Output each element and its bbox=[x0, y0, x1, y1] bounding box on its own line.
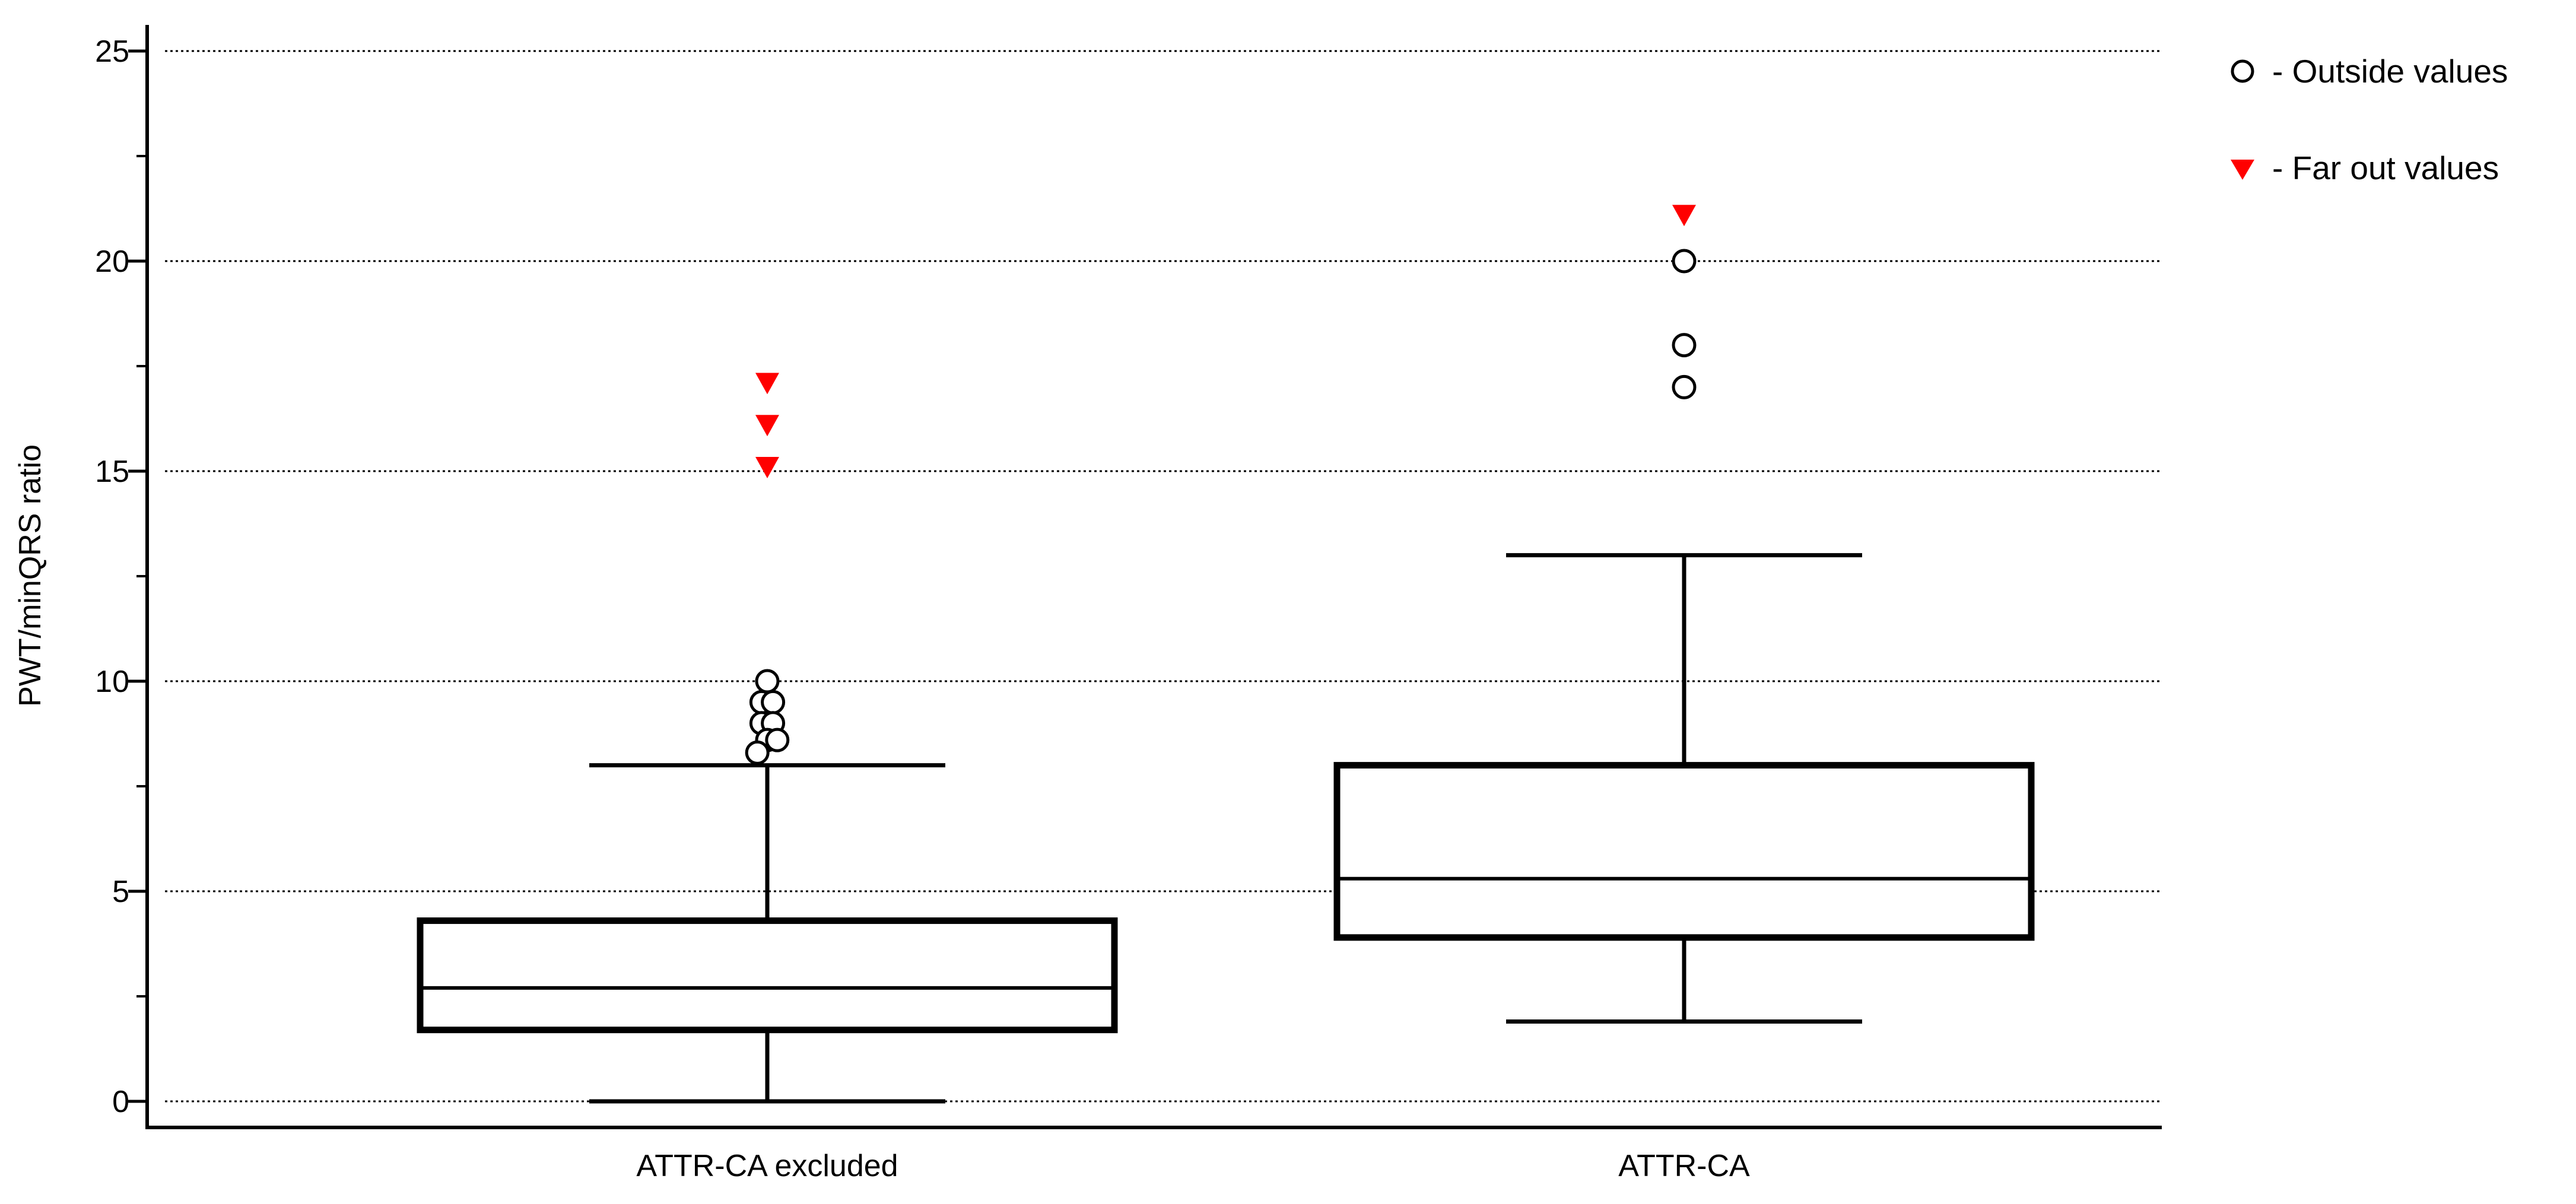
far-out-value-point bbox=[755, 415, 779, 437]
box-1: ATTR-CA excluded bbox=[417, 763, 1118, 1183]
category-label-1: ATTR-CA excluded bbox=[636, 1149, 898, 1183]
legend-outside-label: - Outside values bbox=[2272, 53, 2508, 90]
y-tick-label-10: 10 bbox=[95, 665, 129, 699]
outside-value-point bbox=[745, 740, 770, 765]
y-tick-label-15: 15 bbox=[95, 455, 129, 489]
outside-value-point bbox=[1672, 333, 1697, 358]
outside-value-point bbox=[1672, 249, 1697, 274]
data-points bbox=[745, 205, 1697, 765]
y-tick-label-20: 20 bbox=[95, 244, 129, 279]
outside-value-point bbox=[755, 669, 780, 694]
gridlines bbox=[165, 50, 2162, 1103]
outside-value-point bbox=[761, 690, 786, 714]
y-axis-title: PWT/minQRS ratio bbox=[13, 444, 47, 707]
legend: - Outside values - Far out values bbox=[2231, 53, 2508, 186]
box-2: ATTR-CA bbox=[1333, 553, 2035, 1183]
legend-outside-marker bbox=[2231, 59, 2254, 83]
iqr-box bbox=[417, 917, 1118, 1034]
far-out-value-point bbox=[755, 457, 779, 478]
outside-value-point bbox=[1672, 374, 1697, 399]
far-out-value-point bbox=[1672, 205, 1696, 227]
legend-far-out-marker bbox=[2231, 160, 2254, 180]
y-tick-label-0: 0 bbox=[112, 1085, 129, 1119]
y-axis-ticks: 0 5 10 15 20 25 bbox=[95, 34, 147, 1119]
boxes: ATTR-CA excluded ATTR-CA bbox=[417, 553, 2035, 1183]
outside-value-point bbox=[765, 728, 790, 752]
y-tick-label-5: 5 bbox=[112, 875, 129, 909]
far-out-value-point bbox=[755, 373, 779, 395]
y-tick-label-25: 25 bbox=[95, 34, 129, 69]
legend-far-out-label: - Far out values bbox=[2272, 150, 2499, 186]
category-label-2: ATTR-CA bbox=[1618, 1149, 1750, 1183]
iqr-box bbox=[1333, 762, 2035, 941]
